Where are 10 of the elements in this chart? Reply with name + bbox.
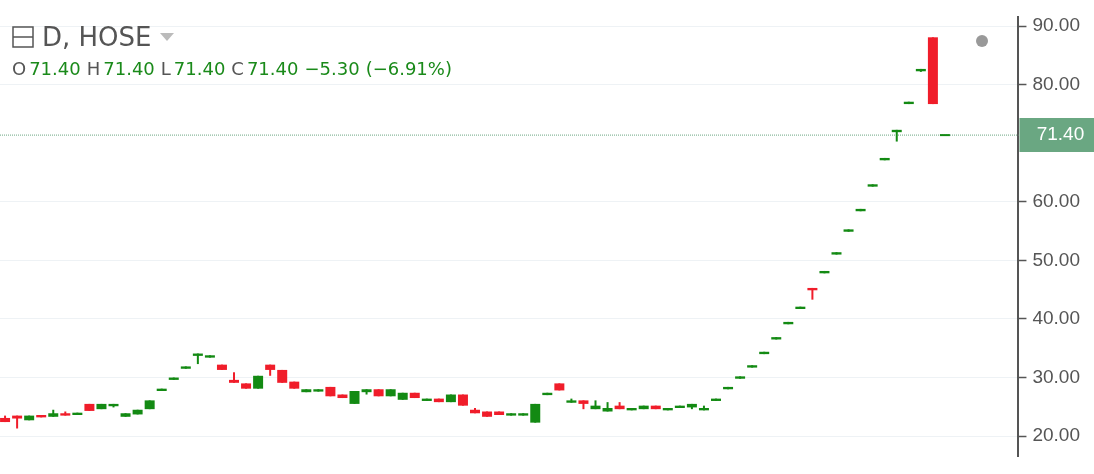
text: O 71.40 H 71.40 L 71.40 C 71.40 −5.30 (−6.91%) bbox=[12, 58, 452, 79]
y-tick-label: 60.00 bbox=[1032, 190, 1080, 212]
y-tick-label: 50.00 bbox=[1032, 248, 1080, 270]
y-tick-label: 80.00 bbox=[1032, 72, 1080, 94]
y-tick-label: 20.00 bbox=[1032, 424, 1080, 446]
chart-title: D, HOSE bbox=[42, 22, 152, 52]
y-tick-label: 40.00 bbox=[1032, 307, 1080, 329]
y-tick-label: 30.00 bbox=[1032, 365, 1080, 387]
ref-line-label: 71.40 bbox=[1036, 123, 1085, 145]
y-tick-label: 90.00 bbox=[1032, 14, 1080, 36]
